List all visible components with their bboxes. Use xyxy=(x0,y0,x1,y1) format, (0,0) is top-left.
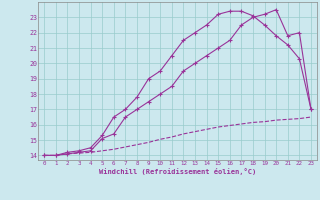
X-axis label: Windchill (Refroidissement éolien,°C): Windchill (Refroidissement éolien,°C) xyxy=(99,168,256,175)
